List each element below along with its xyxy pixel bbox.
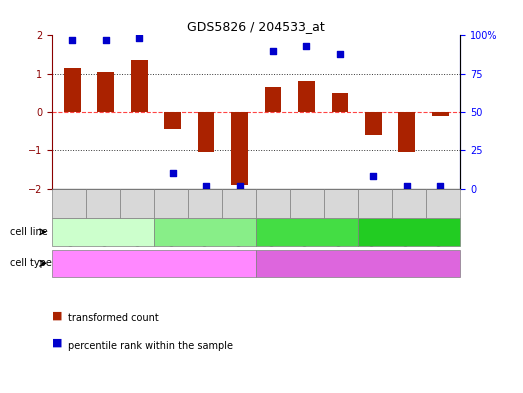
Text: carfilzomib-resistant MM: carfilzomib-resistant MM	[94, 258, 214, 268]
Text: KMS-11: KMS-11	[289, 227, 326, 237]
Bar	[164, 112, 181, 129]
Point	[269, 48, 277, 54]
Text: ■: ■	[52, 310, 63, 320]
Text: cell line: cell line	[10, 227, 48, 237]
Bar	[64, 68, 81, 112]
Point	[336, 51, 344, 57]
Point	[135, 35, 143, 42]
Bar	[97, 72, 114, 112]
Point	[101, 37, 110, 43]
Point	[68, 37, 76, 43]
Text: cell type: cell type	[10, 258, 52, 268]
Title: GDS5826 / 204533_at: GDS5826 / 204533_at	[187, 20, 325, 33]
Text: KMS-34: KMS-34	[391, 227, 428, 237]
Text: transformed count: transformed count	[68, 313, 159, 323]
Text: ■: ■	[52, 338, 63, 348]
Bar	[265, 87, 281, 112]
Bar	[198, 112, 214, 152]
Bar	[131, 60, 147, 112]
Bar	[365, 112, 382, 135]
Bar	[332, 93, 348, 112]
Point	[235, 182, 244, 189]
Bar	[432, 112, 449, 116]
Point	[202, 182, 210, 189]
Bar	[399, 112, 415, 152]
Bar	[298, 81, 315, 112]
Point	[168, 170, 177, 176]
Text: KMS-11/Cfz: KMS-11/Cfz	[76, 227, 131, 237]
Text: percentile rank within the sample: percentile rank within the sample	[68, 341, 233, 351]
Text: parental MM: parental MM	[328, 258, 389, 268]
Point	[403, 182, 411, 189]
Text: KMS-34/Cfz: KMS-34/Cfz	[178, 227, 233, 237]
Point	[436, 182, 445, 189]
Bar	[231, 112, 248, 185]
Point	[369, 173, 378, 180]
Point	[302, 43, 311, 49]
